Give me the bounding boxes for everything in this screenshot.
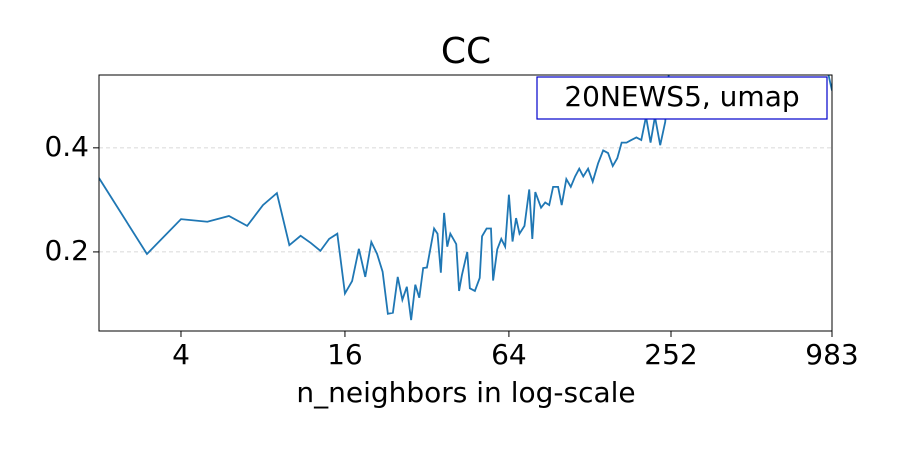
- x-tick-label: 64: [491, 338, 527, 371]
- y-tick-label: 0.4: [44, 130, 89, 163]
- x-tick-label: 252: [644, 338, 697, 371]
- plot-area: [99, 75, 832, 321]
- annotation-box: [536, 76, 828, 120]
- x-axis-label: n_neighbors in log-scale: [296, 376, 635, 409]
- grid: [99, 147, 832, 253]
- y-tick-label: 0.2: [44, 234, 89, 267]
- annotation: 20NEWS5, umap: [564, 80, 799, 113]
- x-tick-label: 4: [172, 338, 190, 371]
- x-tick-label: 16: [327, 338, 363, 371]
- line: [99, 75, 832, 321]
- x-tick-label: 983: [805, 338, 858, 371]
- plot-frame: [98, 74, 833, 332]
- chart-title: CC: [441, 31, 491, 72]
